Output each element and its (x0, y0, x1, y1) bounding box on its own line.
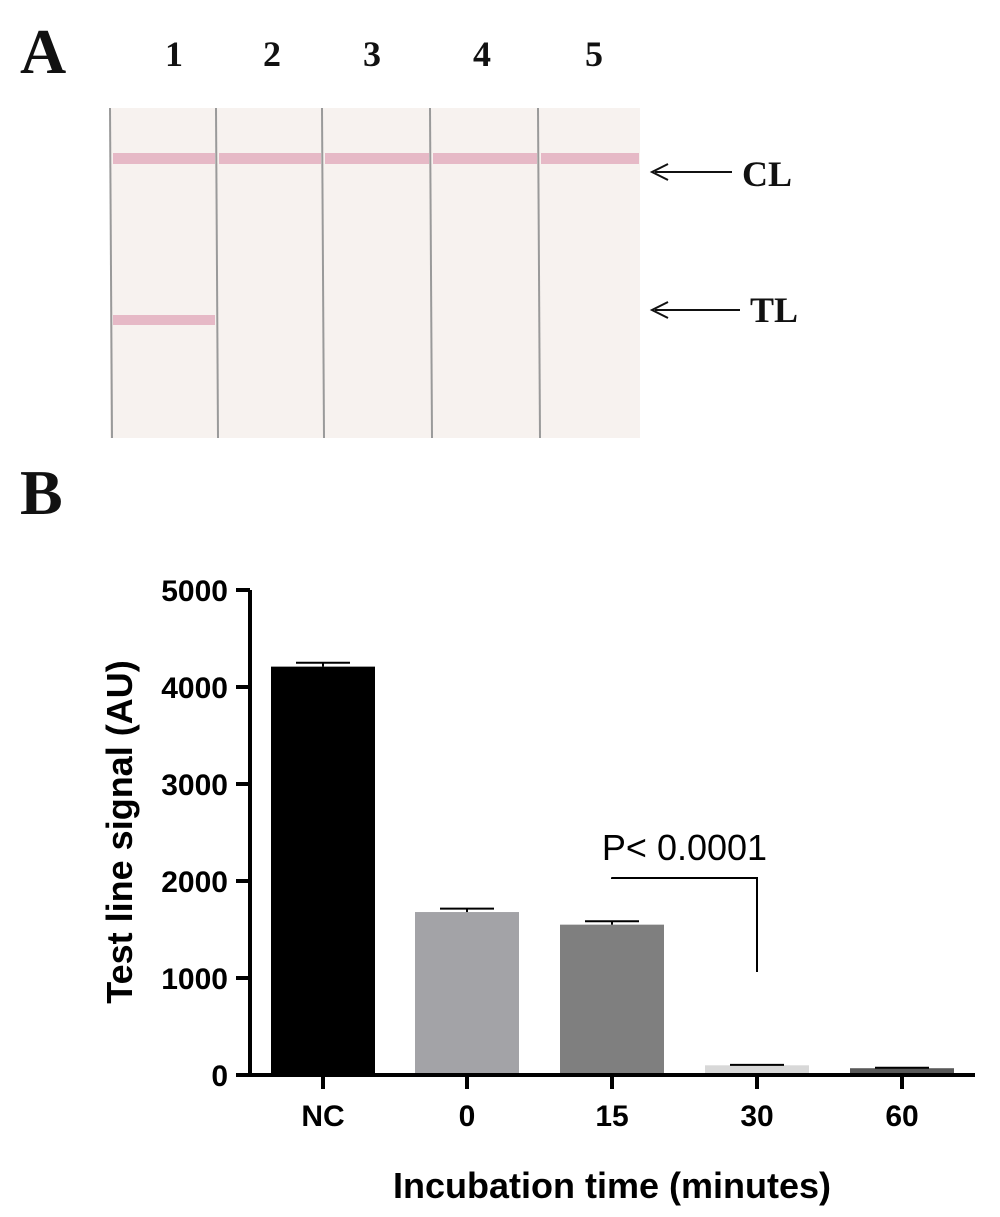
bar-NC (271, 666, 375, 1075)
lane-separators (109, 107, 541, 439)
lane-number-1: 1 (165, 34, 183, 74)
y-tick-label: 5000 (161, 575, 228, 608)
significance-bracket (611, 877, 758, 972)
panel-a-letter: A (20, 16, 66, 87)
x-tick-label-15: 15 (595, 1100, 628, 1133)
bars (271, 661, 954, 1075)
lane-separator (321, 107, 325, 439)
control-line-band (325, 153, 429, 164)
panel-b-letter: B (20, 457, 63, 528)
tl-label: TL (750, 290, 798, 330)
control-line-band (113, 153, 215, 164)
y-tick-label: 2000 (161, 866, 228, 899)
y-tick-label: 1000 (161, 963, 228, 996)
test-line-band (113, 315, 215, 325)
x-axis-ticks: NC 0 15 30 60 (301, 1075, 919, 1133)
control-line-band (433, 153, 537, 164)
lane-number-3: 3 (363, 34, 381, 74)
y-axis-ticks: 0 1000 2000 3000 4000 5000 (161, 575, 250, 1093)
bar-60 (850, 1068, 954, 1075)
lane-separator (215, 107, 219, 439)
x-tick-label-0: 0 (459, 1100, 476, 1133)
y-tick-label: 4000 (161, 672, 228, 705)
y-tick-label: 3000 (161, 769, 228, 802)
lane-number-5: 5 (585, 34, 603, 74)
x-tick-label-NC: NC (301, 1100, 344, 1133)
lane-number-4: 4 (473, 34, 491, 74)
lane-number-2: 2 (263, 34, 281, 74)
bar-chart: 0 1000 2000 3000 4000 5000 NC 0 15 30 60 P< 0.000… (99, 575, 975, 1206)
test-strip-photo (109, 107, 640, 439)
x-axis-title: Incubation time (minutes) (393, 1165, 831, 1206)
bar-0 (415, 912, 519, 1075)
lane-separator (109, 107, 113, 439)
bar-15 (560, 924, 664, 1075)
lane-separator (537, 107, 541, 439)
x-tick-label-30: 30 (740, 1100, 773, 1133)
y-tick-label: 0 (211, 1060, 228, 1093)
control-line-band (541, 153, 639, 164)
lane-numbers: 1 2 3 4 5 (165, 34, 603, 74)
x-tick-label-60: 60 (885, 1100, 918, 1133)
comparison-bracket (611, 877, 758, 972)
bar-30 (705, 1065, 809, 1075)
cl-arrow (649, 163, 732, 181)
lane-separator (429, 107, 433, 439)
control-line-band (219, 153, 321, 164)
p-value-annotation: P< 0.0001 (602, 827, 767, 868)
cl-label: CL (742, 154, 792, 194)
y-axis-title: Test line signal (AU) (99, 660, 140, 1003)
tl-arrow (649, 301, 740, 319)
strip-bands (113, 153, 639, 325)
